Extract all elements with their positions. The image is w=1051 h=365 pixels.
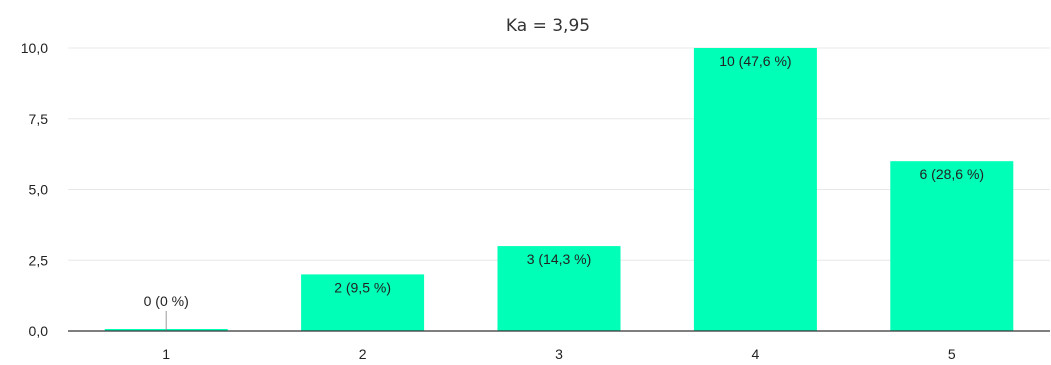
bar bbox=[301, 274, 425, 331]
data-label: 6 (28,6 %) bbox=[920, 166, 985, 182]
bars bbox=[104, 48, 1014, 331]
y-tick-label: 2,5 bbox=[29, 252, 49, 268]
bar bbox=[890, 161, 1014, 331]
x-tick-label: 4 bbox=[752, 346, 760, 362]
x-tick-label: 1 bbox=[162, 346, 170, 362]
data-label: 2 (9,5 %) bbox=[334, 279, 391, 295]
data-label: 10 (47,6 %) bbox=[719, 53, 791, 69]
axes: 0,0 2,5 5,0 7,5 10,0 1 2 3 4 5 bbox=[21, 40, 1050, 362]
y-tick-label: 10,0 bbox=[21, 40, 48, 56]
y-tick-label: 5,0 bbox=[29, 182, 49, 198]
chart-title: Ka = 3,95 bbox=[506, 16, 590, 36]
x-tick-label: 3 bbox=[555, 346, 563, 362]
x-tick-label: 2 bbox=[359, 346, 367, 362]
data-labels: 0 (0 %) 2 (9,5 %) 3 (14,3 %) 10 (47,6 %) 6 (… bbox=[144, 53, 984, 309]
x-tick-label: 5 bbox=[948, 346, 956, 362]
bar bbox=[693, 48, 817, 331]
data-label: 0 (0 %) bbox=[144, 293, 189, 309]
data-label: 3 (14,3 %) bbox=[527, 251, 592, 267]
y-tick-label: 0,0 bbox=[29, 323, 49, 339]
bar bbox=[497, 246, 621, 331]
y-tick-label: 7,5 bbox=[29, 111, 49, 127]
